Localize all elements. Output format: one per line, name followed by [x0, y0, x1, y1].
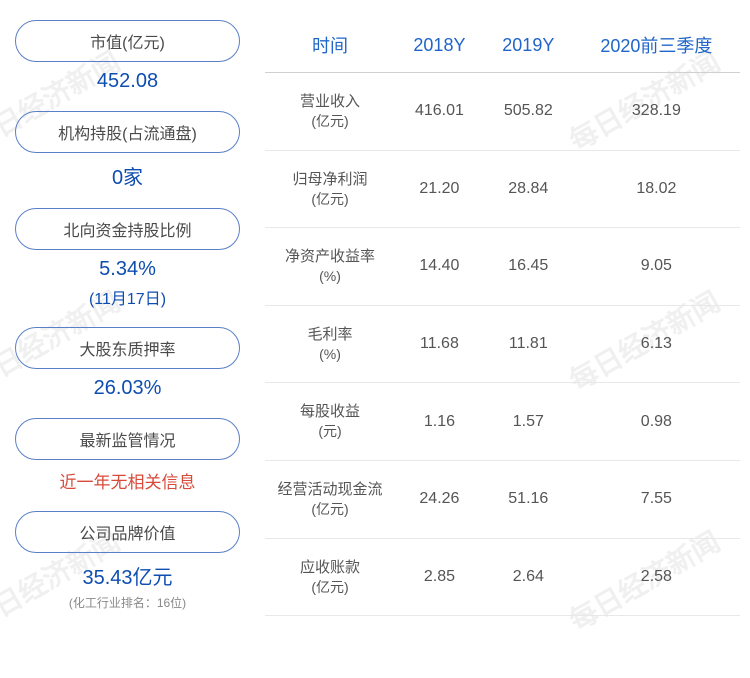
row-label: 每股收益 — [273, 401, 387, 422]
table-cell: 51.16 — [484, 460, 573, 538]
row-label-cell: 经营活动现金流(亿元) — [265, 460, 395, 538]
table-cell: 14.40 — [395, 228, 484, 306]
table-cell: 1.16 — [395, 383, 484, 461]
table-cell: 0.98 — [573, 383, 740, 461]
table-row: 归母净利润(亿元)21.2028.8418.02 — [265, 150, 740, 228]
row-label-cell: 净资产收益率(%) — [265, 228, 395, 306]
metric-value: 35.43亿元 — [15, 561, 240, 590]
table-cell: 505.82 — [484, 73, 573, 151]
metric-value: 近一年无相关信息 — [15, 468, 240, 493]
table-cell: 1.57 — [484, 383, 573, 461]
row-label-cell: 毛利率(%) — [265, 305, 395, 383]
table-cell: 2.85 — [395, 538, 484, 616]
table-cell: 6.13 — [573, 305, 740, 383]
row-label-cell: 每股收益(元) — [265, 383, 395, 461]
table-cell: 18.02 — [573, 150, 740, 228]
row-label: 营业收入 — [273, 91, 387, 112]
metric-value: 26.03% — [15, 377, 240, 400]
table-row: 经营活动现金流(亿元)24.2651.167.55 — [265, 460, 740, 538]
row-label-cell: 应收账款(亿元) — [265, 538, 395, 616]
metric-value: 452.08 — [15, 70, 240, 93]
table-cell: 2.58 — [573, 538, 740, 616]
metric-label-pill: 最新监管情况 — [15, 418, 240, 460]
table-header-cell: 2019Y — [484, 18, 573, 73]
row-label: 毛利率 — [273, 324, 387, 345]
financial-table: 时间2018Y2019Y2020前三季度 营业收入(亿元)416.01505.8… — [265, 18, 740, 616]
row-label: 应收账款 — [273, 557, 387, 578]
table-row: 每股收益(元)1.161.570.98 — [265, 383, 740, 461]
row-label-cell: 营业收入(亿元) — [265, 73, 395, 151]
table-cell: 11.81 — [484, 305, 573, 383]
metric-label-pill: 公司品牌价值 — [15, 511, 240, 553]
table-header-cell: 时间 — [265, 18, 395, 73]
table-cell: 24.26 — [395, 460, 484, 538]
table-body: 营业收入(亿元)416.01505.82328.19归母净利润(亿元)21.20… — [265, 73, 740, 616]
metric-value: 0家 — [15, 161, 240, 190]
row-unit: (元) — [273, 422, 387, 442]
table-cell: 2.64 — [484, 538, 573, 616]
row-label-cell: 归母净利润(亿元) — [265, 150, 395, 228]
table-header-row: 时间2018Y2019Y2020前三季度 — [265, 18, 740, 73]
row-unit: (%) — [273, 345, 387, 365]
main-container: 市值(亿元) 452.08 机构持股(占流通盘) 0家北向资金持股比例 5.34% (11… — [0, 0, 750, 649]
table-cell: 416.01 — [395, 73, 484, 151]
row-label: 经营活动现金流 — [273, 479, 387, 500]
row-unit: (亿元) — [273, 578, 387, 598]
row-unit: (亿元) — [273, 112, 387, 132]
row-unit: (%) — [273, 267, 387, 287]
table-cell: 28.84 — [484, 150, 573, 228]
table-row: 营业收入(亿元)416.01505.82328.19 — [265, 73, 740, 151]
metric-sub: (11月17日) — [15, 285, 240, 309]
metric-label-pill: 北向资金持股比例 — [15, 208, 240, 250]
row-label: 净资产收益率 — [273, 246, 387, 267]
row-unit: (亿元) — [273, 500, 387, 520]
table-cell: 9.05 — [573, 228, 740, 306]
right-panel: 时间2018Y2019Y2020前三季度 营业收入(亿元)416.01505.8… — [245, 10, 740, 639]
table-cell: 16.45 — [484, 228, 573, 306]
metric-value: 5.34% — [15, 258, 240, 281]
table-header-cell: 2020前三季度 — [573, 18, 740, 73]
row-label: 归母净利润 — [273, 169, 387, 190]
metric-label-pill: 大股东质押率 — [15, 327, 240, 369]
table-row: 净资产收益率(%)14.4016.459.05 — [265, 228, 740, 306]
metric-note: (化工行业排名：16位) — [15, 594, 240, 611]
table-header-cell: 2018Y — [395, 18, 484, 73]
table-cell: 11.68 — [395, 305, 484, 383]
row-unit: (亿元) — [273, 190, 387, 210]
left-panel: 市值(亿元) 452.08 机构持股(占流通盘) 0家北向资金持股比例 5.34% (11… — [10, 10, 245, 639]
table-cell: 7.55 — [573, 460, 740, 538]
table-row: 应收账款(亿元)2.852.642.58 — [265, 538, 740, 616]
table-row: 毛利率(%)11.6811.816.13 — [265, 305, 740, 383]
metric-label-pill: 市值(亿元) — [15, 20, 240, 62]
metric-label-pill: 机构持股(占流通盘) — [15, 111, 240, 153]
table-cell: 328.19 — [573, 73, 740, 151]
table-cell: 21.20 — [395, 150, 484, 228]
